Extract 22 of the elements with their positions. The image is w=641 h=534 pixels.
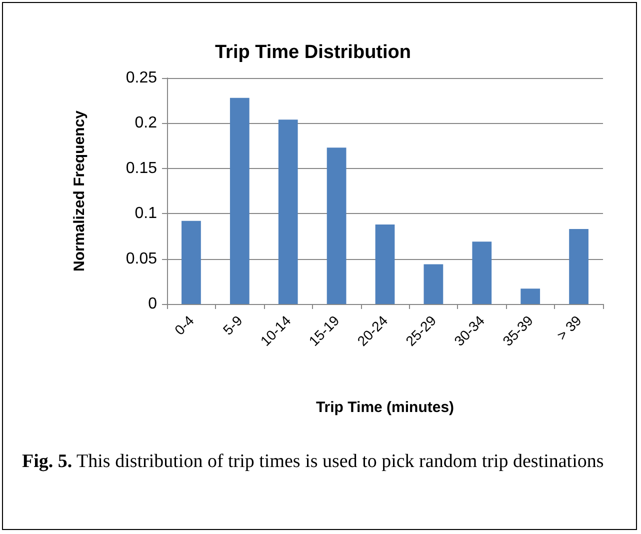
bar: [278, 120, 298, 304]
y-tick-label: 0.2: [134, 114, 158, 132]
x-tick-label: 5-9: [220, 312, 246, 338]
y-tick-label: 0.05: [126, 250, 158, 268]
bar: [182, 220, 201, 304]
x-axis-title: Trip Time (minutes): [316, 399, 454, 416]
y-tick-label: 0.25: [126, 70, 158, 86]
bar: [520, 288, 540, 304]
x-tick-label: > 39: [554, 312, 585, 344]
bar: [424, 264, 444, 304]
x-tick-label: 0-4: [171, 312, 198, 338]
y-tick-label: 0: [148, 296, 158, 312]
y-axis-title: Normalized Frequency: [71, 110, 88, 272]
bar: [569, 228, 588, 304]
chart-title: Trip Time Distribution: [215, 42, 411, 63]
y-tick-label: 0.1: [134, 205, 158, 222]
bar: [326, 148, 346, 304]
bar: [472, 242, 492, 304]
bar: [230, 98, 250, 304]
bar: [375, 224, 395, 304]
y-tick-label: 0.15: [126, 160, 158, 177]
caption: Fig. 5. This distribution of trip times is used to pick random trip destinations: [22, 450, 605, 474]
